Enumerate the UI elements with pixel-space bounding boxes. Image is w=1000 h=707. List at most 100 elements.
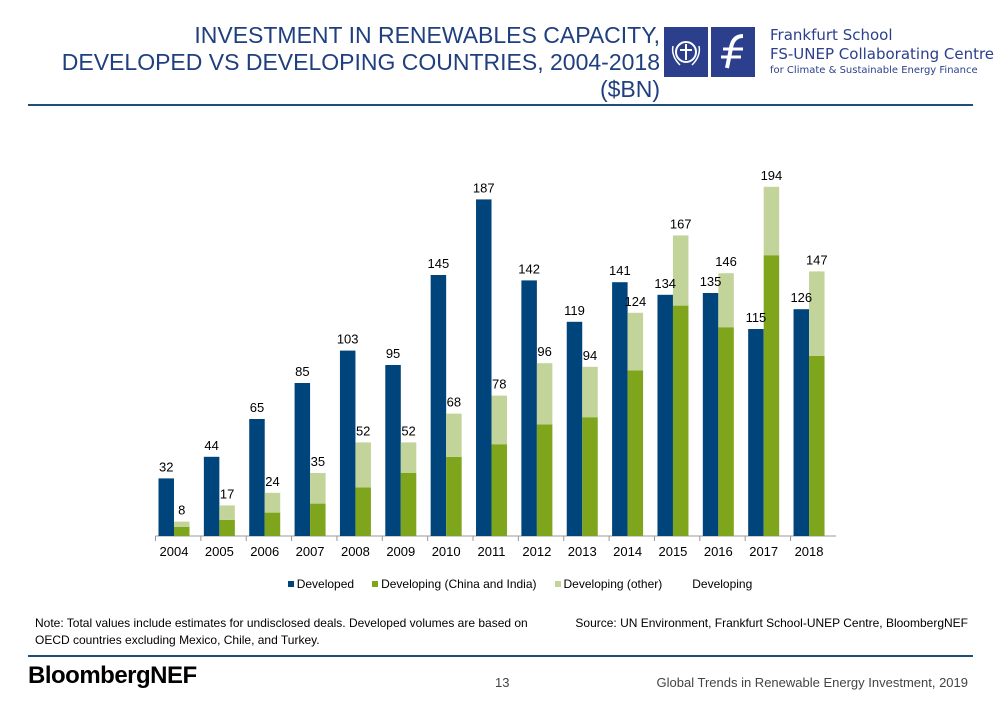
data-label-developing-total: 146: [715, 254, 737, 269]
legend-label: Developed: [296, 577, 355, 591]
data-label-developed: 141: [609, 263, 631, 278]
bar-developed: [476, 199, 492, 536]
data-label-developed: 44: [204, 438, 218, 453]
bar-developing-other: [582, 366, 598, 418]
x-tick-label: 2014: [613, 544, 642, 559]
bar-developing-china-india: [400, 473, 417, 536]
data-label-developing-total: 78: [492, 377, 506, 392]
x-tick-label: 2015: [658, 544, 687, 559]
legend-swatch: [554, 581, 561, 587]
data-label-developed: 145: [428, 256, 450, 271]
data-label-developing-total: 68: [447, 395, 461, 410]
data-label-developed: 32: [159, 459, 173, 474]
bar-developing-china-india: [672, 305, 689, 536]
x-tick-label: 2018: [795, 544, 824, 559]
bar-developing-other: [355, 442, 371, 488]
bar-developed: [657, 294, 673, 536]
bar-developing-other: [536, 363, 553, 425]
bar-developing-china-india: [264, 512, 281, 536]
page-number: 13: [495, 675, 510, 690]
data-label-developed: 134: [654, 276, 676, 291]
data-label-developing-total: 17: [220, 486, 234, 501]
slide-title: INVESTMENT IN RENEWABLES CAPACITY, DEVEL…: [20, 22, 660, 103]
bar-developing-china-india: [355, 487, 371, 536]
bar-developed: [158, 478, 174, 536]
bar-developing-other: [400, 442, 417, 473]
bar-developing-china-india: [718, 327, 734, 536]
x-tick-label: 2011: [478, 544, 506, 559]
x-tick-label: 2006: [250, 544, 279, 559]
x-tick-label: 2017: [749, 544, 778, 559]
legend-item-other: Developing (other): [554, 577, 663, 591]
data-label-developed: 187: [473, 180, 495, 195]
partner-centre: FS-UNEP Collaborating Centre: [770, 45, 995, 63]
bar-developing-other: [446, 413, 462, 457]
data-label-developing-total: 52: [401, 423, 415, 438]
bar-developing-china-india: [446, 456, 462, 536]
bar-developed: [249, 419, 265, 536]
title-line: DEVELOPED VS DEVELOPING COUNTRIES, 2004-…: [61, 49, 660, 75]
bar-developed: [521, 280, 537, 536]
x-tick-label: 2010: [432, 544, 461, 559]
bar-developed: [702, 293, 719, 536]
bar-developed: [294, 383, 311, 536]
x-tick-label: 2005: [205, 544, 234, 559]
bar-developing-other: [310, 473, 326, 504]
legend-label: Developing (other): [563, 577, 663, 591]
bar-developing-other: [264, 492, 281, 513]
data-label-developing-total: 94: [583, 348, 597, 363]
x-tick-label: 2008: [341, 544, 370, 559]
bar-developing-china-india: [491, 444, 508, 536]
legend-item-developing: Developing: [692, 577, 752, 591]
report-title: Global Trends in Renewable Energy Invest…: [656, 675, 968, 690]
legend-item-developed: Developed: [287, 577, 355, 591]
bar-developing-china-india: [174, 527, 190, 536]
data-label-developing-total: 167: [670, 216, 692, 231]
bar-developing-other: [809, 271, 825, 356]
bar-developed: [339, 350, 356, 536]
chart-legend: Developed Developing (China and India) D…: [0, 577, 1000, 591]
header-divider: [28, 104, 973, 106]
data-label-developed: 95: [386, 346, 400, 361]
partner-name: Frankfurt School: [770, 26, 893, 44]
bar-developing-china-india: [582, 417, 598, 536]
bar-developed: [566, 321, 583, 536]
partner-logo-text: Frankfurt School FS-UNEP Collaborating C…: [770, 26, 994, 78]
legend-label: Developing: [692, 577, 753, 591]
frankfurt-school-logo-icon: [711, 27, 755, 77]
x-tick-label: 2004: [160, 544, 189, 559]
data-label-developed: 119: [564, 303, 585, 318]
data-label-developed: 135: [700, 274, 722, 289]
bar-developing-other: [763, 186, 780, 256]
data-label-developing-total: 24: [265, 474, 279, 489]
bar-developed: [748, 329, 764, 536]
data-label-developed: 126: [790, 290, 812, 305]
legend-swatch: [287, 581, 294, 587]
data-label-developing-total: 96: [537, 344, 551, 359]
title-line: ($BN): [599, 76, 660, 102]
data-label-developed: 142: [518, 261, 540, 276]
data-label-developed: 103: [337, 332, 359, 347]
data-label-developing-total: 52: [356, 423, 370, 438]
footer-divider: [28, 655, 973, 657]
x-tick-label: 2007: [296, 544, 325, 559]
legend-item-china-india: Developing (China and India): [372, 577, 537, 591]
bar-developing-china-india: [763, 255, 780, 536]
data-label-developing-total: 147: [806, 252, 828, 267]
data-label-developing-total: 124: [624, 294, 646, 309]
bar-developing-china-india: [627, 370, 644, 536]
data-label-developing-total: 194: [761, 168, 783, 183]
bar-developing-other: [718, 273, 734, 328]
bar-developing-china-india: [219, 519, 235, 536]
bar-developing-other: [672, 235, 689, 306]
bar-developing-other: [174, 521, 190, 527]
bar-developing-other: [627, 312, 644, 371]
data-label-developing-total: 8: [178, 503, 185, 518]
data-label-developed: 65: [250, 400, 264, 415]
x-tick-label: 2012: [522, 544, 551, 559]
data-label-developed: 85: [295, 364, 309, 379]
bar-developed: [385, 365, 401, 536]
bar-developed: [203, 456, 220, 536]
bar-developing-china-india: [536, 424, 553, 536]
